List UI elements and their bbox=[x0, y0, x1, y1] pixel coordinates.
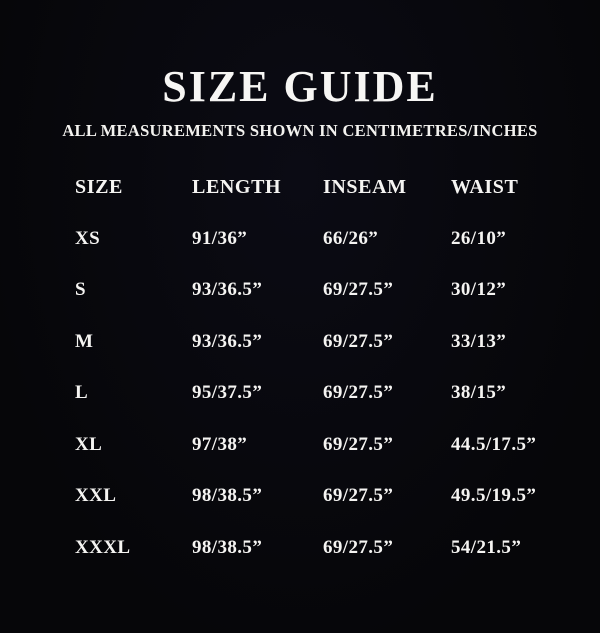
row-label-xxxl: XXXL bbox=[75, 536, 131, 558]
row-label-m: M bbox=[75, 330, 94, 352]
size-table: SIZE LENGTH INSEAM WAIST XS 91/36” 66/26… bbox=[75, 162, 570, 574]
column-header-inseam: INSEAM bbox=[323, 175, 407, 198]
cell-s-waist: 30/12” bbox=[451, 279, 507, 301]
cell-xs-waist: 26/10” bbox=[451, 227, 507, 249]
cell-l-inseam: 69/27.5” bbox=[323, 382, 394, 404]
cell-xxxl-waist: 54/21.5” bbox=[451, 536, 522, 558]
cell-xl-waist: 44.5/17.5” bbox=[451, 433, 537, 455]
cell-s-inseam: 69/27.5” bbox=[323, 279, 394, 301]
row-label-l: L bbox=[75, 382, 89, 404]
page-title: SIZE GUIDE bbox=[162, 62, 438, 111]
cell-m-length: 93/36.5” bbox=[192, 330, 263, 352]
row-label-xxl: XXL bbox=[75, 485, 117, 507]
cell-s-length: 93/36.5” bbox=[192, 279, 263, 301]
column-header-length: LENGTH bbox=[192, 175, 282, 198]
cell-l-waist: 38/15” bbox=[451, 382, 507, 404]
row-label-s: S bbox=[75, 279, 86, 301]
page-subtitle: ALL MEASUREMENTS SHOWN IN CENTIMETRES/IN… bbox=[62, 120, 538, 140]
row-label-xs: XS bbox=[75, 227, 101, 249]
column-header-size: SIZE bbox=[75, 175, 123, 198]
cell-xs-inseam: 66/26” bbox=[323, 227, 379, 249]
cell-xxl-inseam: 69/27.5” bbox=[323, 485, 394, 507]
cell-xxxl-length: 98/38.5” bbox=[192, 536, 263, 558]
cell-m-inseam: 69/27.5” bbox=[323, 330, 394, 352]
cell-l-length: 95/37.5” bbox=[192, 382, 263, 404]
cell-xxxl-inseam: 69/27.5” bbox=[323, 536, 394, 558]
cell-xl-length: 97/38” bbox=[192, 433, 248, 455]
row-label-xl: XL bbox=[75, 433, 103, 455]
cell-xl-inseam: 69/27.5” bbox=[323, 433, 394, 455]
cell-xxl-length: 98/38.5” bbox=[192, 485, 263, 507]
cell-m-waist: 33/13” bbox=[451, 330, 507, 352]
column-header-waist: WAIST bbox=[451, 175, 519, 198]
cell-xs-length: 91/36” bbox=[192, 227, 248, 249]
cell-xxl-waist: 49.5/19.5” bbox=[451, 485, 537, 507]
